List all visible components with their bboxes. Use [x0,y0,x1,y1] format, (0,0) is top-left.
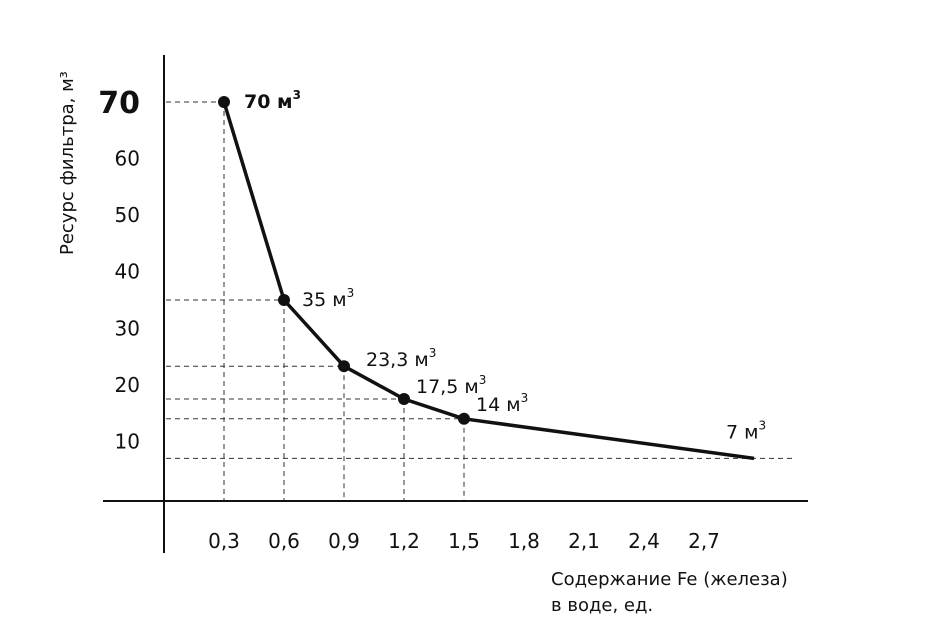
y-tick-label: 30 [115,316,140,340]
data-label: 35 м3 [302,286,354,311]
y-tick-labels: 10 20 30 40 50 60 70 [98,86,140,453]
y-tick-label: 10 [115,429,140,453]
x-tick-label: 0,3 [208,529,240,553]
data-label: 7 м3 [726,418,766,443]
x-tick-label: 0,6 [268,529,300,553]
x-tick-label: 2,7 [688,529,720,553]
data-point [458,412,470,425]
x-tick-label: 1,8 [508,529,540,553]
data-label: 23,3 м3 [366,346,436,371]
y-tick-label: 50 [115,203,140,227]
data-label: 17,5 м3 [416,373,486,398]
x-tick-labels: 0,3 0,6 0,9 1,2 1,5 1,8 2,1 2,4 2,7 [208,529,720,553]
data-label: 70 м3 [244,88,301,113]
series-line [222,101,755,461]
y-tick-label: 60 [115,147,140,171]
data-point [218,96,230,108]
data-point [338,360,350,373]
y-tick-label: 20 [115,373,140,397]
data-point [278,294,290,306]
x-axis-title-line1: Содержание Fe (железа) [551,569,788,590]
dashed-guides [166,101,792,501]
x-tick-label: 2,4 [628,529,660,553]
series-path [222,101,755,461]
x-tick-label: 0,9 [328,529,360,553]
y-axis-title: Ресурс фильтра, м³ [57,71,78,255]
axes [103,55,808,553]
data-label: 14 м3 [476,391,528,416]
x-tick-label: 1,2 [388,529,420,553]
y-tick-label: 70 [98,86,140,121]
data-points [218,96,470,425]
data-point [398,393,410,405]
x-tick-label: 2,1 [568,529,600,553]
x-axis-title-line2: в воде, ед. [551,595,653,616]
x-tick-label: 1,5 [448,529,480,553]
y-tick-label: 40 [115,260,140,284]
